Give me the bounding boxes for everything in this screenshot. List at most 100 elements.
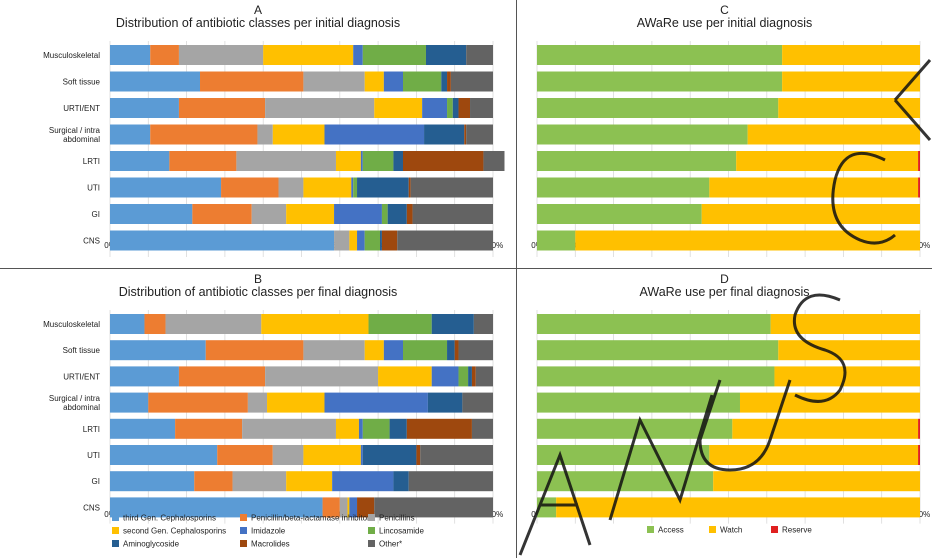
bar-segment <box>408 471 493 492</box>
bar-segment <box>349 497 358 518</box>
bar-segment <box>402 71 442 92</box>
panel-d: D AWaRe use per final diagnosis 0%10%20%… <box>517 269 932 558</box>
bar-segment <box>422 98 448 118</box>
category-label: LRTI <box>83 425 100 434</box>
bar-segment <box>351 177 354 198</box>
bar-segment <box>709 177 919 198</box>
bar-segment <box>303 340 365 361</box>
bar-segment <box>537 177 710 198</box>
legend-swatch <box>368 514 375 522</box>
bar-segment <box>221 177 279 198</box>
panel-letter: D <box>720 272 729 286</box>
bar-segment <box>381 204 388 224</box>
legend-entry: third Gen. Cephalosporins <box>112 513 216 522</box>
bar-segment <box>263 45 354 65</box>
bar-segment <box>362 45 426 65</box>
bar-segment <box>303 71 365 92</box>
bar-segment <box>537 230 576 251</box>
bar-segment <box>468 366 472 387</box>
legend-entry: Penicillins <box>368 513 415 522</box>
bar-segment <box>192 204 252 224</box>
chart-d-svg: 0%10%20%30%40%50%60%70%80%90%100% <box>531 310 930 524</box>
bar-segment <box>374 98 423 118</box>
bar-segment <box>194 471 233 492</box>
bar-segment <box>178 98 266 118</box>
category-label: Surgical / intra <box>49 126 101 135</box>
vertical-divider <box>516 0 517 558</box>
bar-segment <box>110 471 195 492</box>
category-label: CNS <box>83 503 100 512</box>
bar-segment <box>537 471 714 492</box>
bar-segment <box>458 366 469 387</box>
legend-label: third Gen. Cephalosporins <box>123 513 216 523</box>
bar-segment <box>332 471 394 492</box>
bar-segment <box>393 151 403 171</box>
bar-segment <box>420 445 493 465</box>
category-label: abdominal <box>63 403 100 412</box>
bar-segment <box>334 204 382 224</box>
bar-segment <box>402 340 448 361</box>
bar-segment <box>427 392 463 413</box>
bar-segment <box>334 230 350 251</box>
legend-label: second Gen. Cephalosporins <box>123 526 227 536</box>
bar-segment <box>178 366 266 387</box>
chart-b-svg: 0%10%20%30%40%50%60%70%80%90%100%Musculo… <box>43 310 503 524</box>
legend-swatch <box>709 526 716 534</box>
bar-segment <box>169 151 237 171</box>
bar-segment <box>324 124 425 145</box>
bar-segment <box>709 445 919 465</box>
bar-segment <box>918 177 920 198</box>
bar-segment <box>383 340 403 361</box>
legend-entry: second Gen. Cephalosporins <box>112 526 226 535</box>
bar-segment <box>357 497 375 518</box>
bar-segment <box>110 71 201 92</box>
bar-segment <box>732 418 919 439</box>
legend-swatch <box>112 540 119 548</box>
bar-segment <box>110 340 206 361</box>
bar-segment <box>362 445 417 465</box>
bar-segment <box>349 230 358 251</box>
bar-segment <box>471 418 493 439</box>
bar-segment <box>408 177 411 198</box>
legend-swatch <box>240 514 247 522</box>
legend-label: Reserve <box>782 525 812 535</box>
bar-segment <box>537 204 702 224</box>
chart-a-svg: 0%10%20%30%40%50%60%70%80%90%100%Musculo… <box>43 41 505 257</box>
category-label: Musculoskeletal <box>43 51 100 60</box>
legend-label: Other* <box>379 539 403 549</box>
category-label: LRTI <box>83 157 100 166</box>
bar-segment <box>736 151 919 171</box>
bar-segment <box>918 151 920 171</box>
bar-segment <box>178 45 264 65</box>
bar-segment <box>462 392 493 413</box>
bar-segment <box>475 366 493 387</box>
bar-segment <box>447 71 451 92</box>
chart-c-svg: 0%10%20%30%40%50%60%70%80%90%100% <box>531 41 930 257</box>
category-label: Musculoskeletal <box>43 320 100 329</box>
bar-segment <box>782 71 920 92</box>
bar-segment <box>458 340 493 361</box>
bar-segment <box>483 151 505 171</box>
category-label: GI <box>92 210 100 219</box>
bar-segment <box>378 366 432 387</box>
category-label: URTI/ENT <box>63 104 100 113</box>
legend-swatch <box>240 527 247 535</box>
panel-a: A Distribution of antibiotic classes per… <box>0 0 516 268</box>
bar-segment <box>466 124 493 145</box>
class-legend: third Gen. Cephalosporins Penicillin/beta… <box>112 513 512 557</box>
bar-segment <box>537 366 775 387</box>
bar-segment <box>110 418 176 439</box>
bar-segment <box>150 45 179 65</box>
legend-label: Macrolides <box>251 539 290 549</box>
bar-segment <box>364 340 384 361</box>
bar-segment <box>217 445 273 465</box>
bar-segment <box>110 204 193 224</box>
bar-segment <box>782 45 920 65</box>
bar-segment <box>110 177 222 198</box>
legend-label: Penicillin/beta-lactamase inhibitor <box>251 513 370 523</box>
bar-segment <box>537 71 783 92</box>
bar-segment <box>286 471 333 492</box>
bar-segment <box>380 230 382 251</box>
legend-entry: Imidazole <box>240 526 285 535</box>
bar-segment <box>242 418 336 439</box>
